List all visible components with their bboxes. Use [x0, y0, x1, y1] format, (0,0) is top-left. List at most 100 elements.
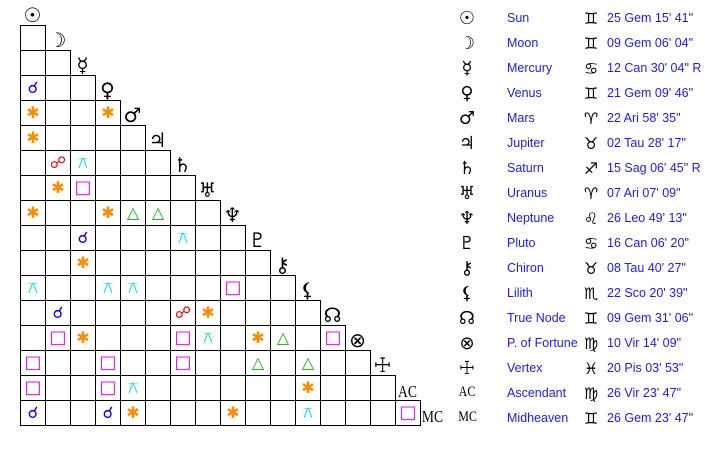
aspect-cell-uranus-sun — [20, 175, 46, 201]
aspect-cell-chiron-saturn — [170, 250, 196, 276]
zodiac-sign-icon: ♏ — [583, 284, 599, 303]
aspect-cell-jupiter-mars — [120, 125, 146, 151]
zodiac-sign-icon: ♉ — [583, 134, 599, 153]
aspect-cell-jupiter-mercury — [70, 125, 96, 151]
aspect-cell-p-of-fortune-mercury: ✱ — [70, 325, 96, 351]
planet-position: 22 Sco 20' 39" — [607, 286, 688, 300]
aspect-cell-venus-moon — [45, 75, 71, 101]
sextile-icon: ✱ — [101, 103, 115, 122]
saturn-glyph-icon: ♄ — [173, 153, 192, 177]
sun-icon: ☉ — [458, 8, 476, 29]
aspect-cell-mars-moon — [45, 100, 71, 126]
aspect-cell-mars-venus: ✱ — [95, 100, 121, 126]
aspect-cell-saturn-sun — [20, 150, 46, 176]
aspect-cell-pluto-venus — [95, 225, 121, 251]
planet-position: 09 Gem 06' 04" — [607, 36, 694, 50]
planet-position: 02 Tau 28' 17" — [607, 136, 686, 150]
planet-position: 21 Gem 09' 46" — [607, 86, 694, 100]
aspect-cell-midheaven-uranus — [195, 400, 221, 426]
aspect-cell-mercury-moon — [45, 50, 71, 76]
saturn-icon: ♄ — [458, 158, 476, 179]
aspect-cell-ascendant-mars: ⚻ — [120, 375, 146, 401]
p-of-fortune-icon: ⊗ — [459, 333, 475, 354]
zodiac-sign-icon: ♊ — [583, 84, 599, 103]
aspect-cell-midheaven-sun: ☌ — [20, 400, 46, 426]
aspect-cell-ascendant-saturn — [170, 375, 196, 401]
planet-position: 22 Ari 58' 35" — [607, 111, 681, 125]
true-node-icon: ☊ — [459, 308, 475, 329]
aspect-cell-true-node-sun — [20, 300, 46, 326]
planet-row-lilith: ⚸ Lilith ♏ 22 Sco 20' 39" — [450, 280, 705, 305]
aspect-cell-midheaven-pluto — [245, 400, 271, 426]
aspect-cell-saturn-mars — [120, 150, 146, 176]
planet-name: Vertex — [507, 361, 543, 375]
aspect-cell-chiron-venus — [95, 250, 121, 276]
ascendant-glyph-icon: AC — [398, 382, 417, 401]
planet-name: Neptune — [507, 211, 555, 225]
square-icon: □ — [174, 352, 192, 373]
mars-glyph-icon: ♂ — [123, 103, 142, 127]
aspect-cell-ascendant-lilith: ✱ — [295, 375, 321, 401]
conjunction-icon: ☌ — [102, 403, 114, 422]
planet-name: Midheaven — [507, 411, 569, 425]
planet-position: 25 Gem 15' 41" — [607, 11, 694, 25]
aspect-cell-vertex-saturn: □ — [170, 350, 196, 376]
planet-position: 26 Vir 23' 47" — [607, 386, 682, 400]
conjunction-icon: ☌ — [52, 303, 64, 322]
planet-row-true-node: ☊ True Node ♊ 09 Gem 31' 06" — [450, 305, 705, 330]
aspect-cell-uranus-venus — [95, 175, 121, 201]
p-of-fortune-glyph-icon: ⊗ — [349, 328, 366, 352]
venus-icon: ♀ — [460, 83, 474, 104]
aspect-cell-uranus-moon: ✱ — [45, 175, 71, 201]
planet-position: 08 Tau 40' 27" — [607, 261, 686, 275]
aspect-cell-midheaven-moon — [45, 400, 71, 426]
aspect-grid: ☉ ☽ ☿ ♀ ♂ ♃ ♄ ♅ ♆ ♇ ⚷ ⚸ ☊ ⊗ ☩ AC MC ☌ ✱ ✱ ✱ ☍ ⚻ ✱ □ ✱ ✱ △ △ ☌ ⚻ ✱ ⚻ ⚻ ⚻ □ ☌ ☍… — [20, 3, 443, 426]
aspect-cell-ascendant-mercury — [70, 375, 96, 401]
trine-icon: △ — [301, 353, 315, 372]
aspect-cell-vertex-moon — [45, 350, 71, 376]
zodiac-sign-icon: ♊ — [583, 9, 599, 28]
aspect-cell-neptune-saturn — [170, 200, 196, 226]
planet-position: 07 Ari 07' 09" — [607, 186, 681, 200]
aspect-cell-p-of-fortune-mars — [120, 325, 146, 351]
aspect-cell-ascendant-vertex — [370, 375, 396, 401]
aspect-cell-mars-mercury — [70, 100, 96, 126]
planet-row-ascendant: AC Ascendant ♍ 26 Vir 23' 47" — [450, 380, 705, 405]
sextile-icon: ✱ — [301, 378, 315, 397]
aspect-cell-vertex-true-node — [320, 350, 346, 376]
aspect-cell-ascendant-jupiter — [145, 375, 171, 401]
aspect-cell-true-node-uranus: ✱ — [195, 300, 221, 326]
aspect-cell-chiron-neptune — [220, 250, 246, 276]
planet-name: Ascendant — [507, 386, 567, 400]
planet-name: True Node — [507, 311, 566, 325]
aspect-cell-uranus-saturn — [170, 175, 196, 201]
aspect-cell-lilith-pluto — [245, 275, 271, 301]
planet-position: 26 Leo 49' 13" — [607, 211, 687, 225]
planet-row-pluto: ♇ Pluto ♋ 16 Can 06' 20" — [450, 230, 705, 255]
aspect-cell-neptune-venus: ✱ — [95, 200, 121, 226]
planet-position: 20 Pis 03' 53" — [607, 361, 684, 375]
moon-icon: ☽ — [458, 33, 476, 54]
square-icon: □ — [174, 327, 192, 348]
aspect-cell-midheaven-venus: ☌ — [95, 400, 121, 426]
zodiac-sign-icon: ♍ — [583, 384, 599, 403]
aspect-cell-lilith-mars: ⚻ — [120, 275, 146, 301]
aspect-cell-neptune-jupiter: △ — [145, 200, 171, 226]
quincunx-icon: ⚻ — [202, 328, 214, 347]
zodiac-sign-icon: ♊ — [583, 34, 599, 53]
opposition-icon: ☍ — [49, 153, 67, 172]
aspect-cell-saturn-jupiter — [145, 150, 171, 176]
sun-glyph-icon: ☉ — [23, 3, 42, 27]
aspect-cell-p-of-fortune-true-node: □ — [320, 325, 346, 351]
planet-position: 10 Vir 14' 09" — [607, 336, 682, 350]
sextile-icon: ✱ — [76, 328, 90, 347]
aspect-cell-pluto-moon — [45, 225, 71, 251]
zodiac-sign-icon: ♊ — [583, 409, 599, 428]
aspect-cell-jupiter-sun: ✱ — [20, 125, 46, 151]
aspect-cell-true-node-moon: ☌ — [45, 300, 71, 326]
aspect-cell-lilith-mercury — [70, 275, 96, 301]
vertex-glyph-icon: ☩ — [373, 353, 392, 377]
aspect-cell-true-node-lilith — [295, 300, 321, 326]
aspect-cell-vertex-jupiter — [145, 350, 171, 376]
mars-icon: ♂ — [458, 108, 476, 129]
